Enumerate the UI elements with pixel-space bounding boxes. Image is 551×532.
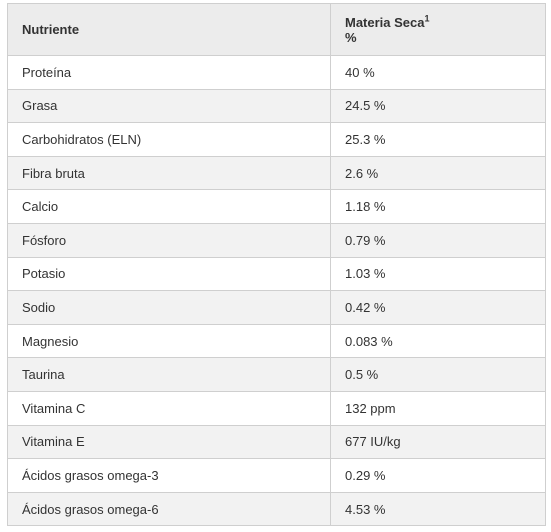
header-nutrient: Nutriente — [7, 3, 331, 56]
header-row: Nutriente Materia Seca1 % — [7, 3, 546, 56]
table-row: Taurina 0.5 % — [7, 357, 546, 392]
nutrition-table: Nutriente Materia Seca1 % Proteína 40 % … — [7, 3, 546, 527]
header-nutrient-label: Nutriente — [22, 22, 80, 37]
table-row: Fibra bruta 2.6 % — [7, 155, 546, 191]
table-row: Carbohidratos (ELN) 25.3 % — [7, 122, 546, 157]
table-row: Ácidos grasos omega-3 0.29 % — [7, 458, 546, 493]
value-cell: 25.3 % — [330, 122, 546, 157]
value-cell: 0.083 % — [330, 323, 546, 359]
value-cell: 132 ppm — [330, 390, 546, 426]
header-dry-matter-label: Materia Seca — [345, 14, 425, 30]
table-body: Proteína 40 % Grasa 24.5 % Carbohidratos… — [7, 55, 546, 527]
value-cell: 0.29 % — [330, 458, 546, 493]
value-cell: 4.53 % — [330, 491, 546, 527]
table-row: Potasio 1.03 % — [7, 256, 546, 292]
nutrient-cell: Fibra bruta — [7, 155, 331, 191]
value-cell: 0.42 % — [330, 290, 546, 325]
value-cell: 24.5 % — [330, 88, 546, 124]
value-cell: 677 IU/kg — [330, 424, 546, 460]
header-footnote-marker: 1 — [424, 13, 430, 24]
nutrient-cell: Vitamina C — [7, 390, 331, 426]
table-row: Magnesio 0.083 % — [7, 323, 546, 359]
nutrient-cell: Magnesio — [7, 323, 331, 359]
table-row: Proteína 40 % — [7, 55, 546, 90]
table-row: Fósforo 0.79 % — [7, 222, 546, 258]
nutrient-cell: Fósforo — [7, 222, 331, 258]
table-row: Sodio 0.42 % — [7, 290, 546, 325]
nutrient-cell: Ácidos grasos omega-3 — [7, 458, 331, 493]
value-cell: 0.79 % — [330, 222, 546, 258]
nutrient-cell: Potasio — [7, 256, 331, 292]
table-row: Calcio 1.18 % — [7, 189, 546, 224]
nutrient-cell: Vitamina E — [7, 424, 331, 460]
value-cell: 0.5 % — [330, 357, 546, 392]
nutrient-cell: Grasa — [7, 88, 331, 124]
value-cell: 2.6 % — [330, 155, 546, 191]
nutrient-cell: Carbohidratos (ELN) — [7, 122, 331, 157]
nutrient-cell: Sodio — [7, 290, 331, 325]
nutrient-cell: Calcio — [7, 189, 331, 224]
header-dry-matter: Materia Seca1 % — [330, 3, 546, 56]
table-row: Ácidos grasos omega-6 4.53 % — [7, 491, 546, 527]
value-cell: 1.03 % — [330, 256, 546, 292]
header-unit-label: % — [345, 29, 357, 45]
table-header: Nutriente Materia Seca1 % — [7, 3, 546, 56]
nutrient-cell: Ácidos grasos omega-6 — [7, 491, 331, 527]
nutrient-cell: Proteína — [7, 55, 331, 90]
table-row: Vitamina C 132 ppm — [7, 390, 546, 426]
table-row: Vitamina E 677 IU/kg — [7, 424, 546, 460]
table-row: Grasa 24.5 % — [7, 88, 546, 124]
nutrient-cell: Taurina — [7, 357, 331, 392]
value-cell: 1.18 % — [330, 189, 546, 224]
value-cell: 40 % — [330, 55, 546, 90]
nutrition-table-container: Nutriente Materia Seca1 % Proteína 40 % … — [7, 3, 546, 527]
